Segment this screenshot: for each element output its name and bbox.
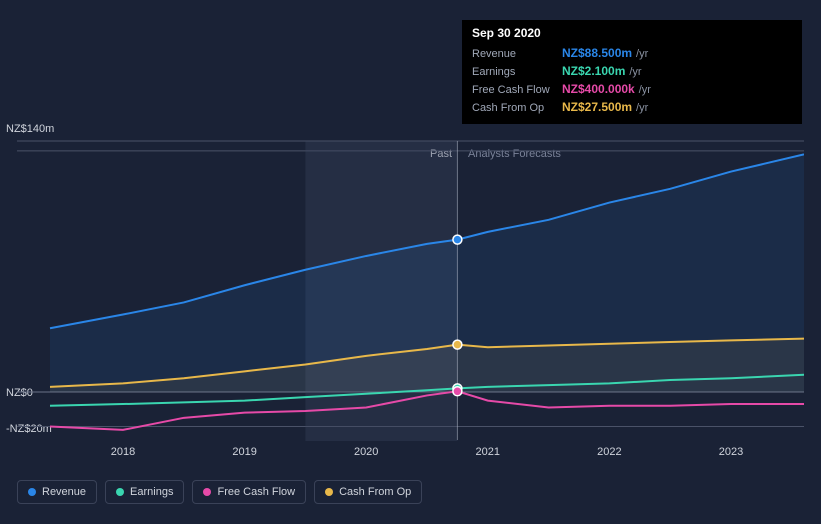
- legend-item-cfo[interactable]: Cash From Op: [314, 480, 422, 504]
- tooltip-row-revenue: Revenue NZ$88.500m /yr: [472, 44, 792, 62]
- tooltip-value: NZ$400.000k: [562, 82, 635, 96]
- legend-dot: [203, 488, 211, 496]
- tooltip-row-earnings: Earnings NZ$2.100m /yr: [472, 62, 792, 80]
- legend-item-earnings[interactable]: Earnings: [105, 480, 184, 504]
- tooltip-unit: /yr: [636, 48, 648, 60]
- legend-label: Free Cash Flow: [217, 486, 295, 498]
- tooltip-date: Sep 30 2020: [472, 26, 792, 40]
- legend-label: Cash From Op: [339, 486, 411, 498]
- legend: Revenue Earnings Free Cash Flow Cash Fro…: [17, 480, 422, 504]
- tooltip-label: Revenue: [472, 48, 562, 60]
- legend-item-fcf[interactable]: Free Cash Flow: [192, 480, 306, 504]
- chart-plot[interactable]: [17, 130, 804, 440]
- tooltip-row-cfo: Cash From Op NZ$27.500m /yr: [472, 98, 792, 116]
- tooltip-unit: /yr: [636, 102, 648, 114]
- tooltip-value: NZ$2.100m: [562, 64, 625, 78]
- tooltip-row-fcf: Free Cash Flow NZ$400.000k /yr: [472, 80, 792, 98]
- tooltip-unit: /yr: [629, 66, 641, 78]
- x-axis-label: 2021: [476, 446, 500, 458]
- x-axis-label: 2018: [111, 446, 135, 458]
- legend-dot: [28, 488, 36, 496]
- legend-item-revenue[interactable]: Revenue: [17, 480, 97, 504]
- legend-dot: [325, 488, 333, 496]
- legend-dot: [116, 488, 124, 496]
- legend-label: Earnings: [130, 486, 173, 498]
- tooltip-label: Cash From Op: [472, 102, 562, 114]
- x-axis-label: 2023: [719, 446, 743, 458]
- tooltip-value: NZ$88.500m: [562, 46, 632, 60]
- tooltip-label: Earnings: [472, 66, 562, 78]
- x-axis-label: 2020: [354, 446, 378, 458]
- tooltip-label: Free Cash Flow: [472, 84, 562, 96]
- tooltip-value: NZ$27.500m: [562, 100, 632, 114]
- legend-label: Revenue: [42, 486, 86, 498]
- tooltip-unit: /yr: [639, 84, 651, 96]
- hover-tooltip: Sep 30 2020 Revenue NZ$88.500m /yr Earni…: [462, 20, 802, 124]
- x-axis-label: 2022: [597, 446, 621, 458]
- x-axis-label: 2019: [232, 446, 256, 458]
